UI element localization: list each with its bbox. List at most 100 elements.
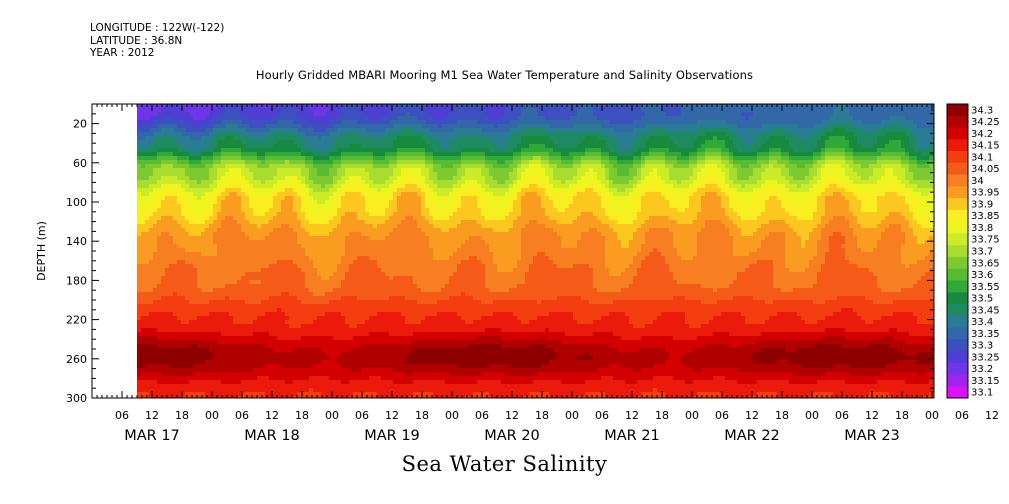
salinity-cell bbox=[353, 144, 358, 149]
salinity-cell bbox=[297, 240, 302, 245]
salinity-cell bbox=[157, 340, 162, 345]
salinity-cell bbox=[185, 328, 190, 333]
salinity-cell bbox=[209, 136, 214, 141]
salinity-cell bbox=[145, 140, 150, 145]
salinity-cell bbox=[217, 136, 222, 141]
salinity-cell bbox=[297, 220, 302, 225]
salinity-cell bbox=[269, 368, 274, 373]
salinity-cell bbox=[317, 268, 322, 273]
salinity-cell bbox=[377, 164, 382, 169]
salinity-cell bbox=[141, 336, 146, 341]
salinity-cell bbox=[229, 244, 234, 249]
salinity-cell bbox=[353, 200, 358, 205]
salinity-cell bbox=[169, 340, 174, 345]
salinity-cell bbox=[169, 312, 174, 317]
salinity-cell bbox=[245, 312, 250, 317]
salinity-cell bbox=[161, 144, 166, 149]
salinity-cell bbox=[193, 208, 198, 213]
salinity-cell bbox=[213, 104, 218, 109]
salinity-cell bbox=[185, 128, 190, 133]
salinity-cell bbox=[273, 104, 278, 109]
salinity-cell bbox=[341, 372, 346, 377]
salinity-cell bbox=[177, 136, 182, 141]
salinity-cell bbox=[221, 304, 226, 309]
salinity-cell bbox=[237, 360, 242, 365]
salinity-cell bbox=[269, 192, 274, 197]
salinity-cell bbox=[329, 204, 334, 209]
salinity-cell bbox=[269, 340, 274, 345]
salinity-cell bbox=[373, 244, 378, 249]
salinity-cell bbox=[245, 376, 250, 381]
salinity-cell bbox=[169, 144, 174, 149]
salinity-cell bbox=[301, 324, 306, 329]
salinity-cell bbox=[285, 376, 290, 381]
salinity-cell bbox=[397, 224, 402, 229]
salinity-cell bbox=[241, 252, 246, 257]
salinity-cell bbox=[369, 228, 374, 233]
salinity-cell bbox=[357, 248, 362, 253]
salinity-cell bbox=[341, 276, 346, 281]
salinity-cell bbox=[329, 312, 334, 317]
salinity-cell bbox=[321, 248, 326, 253]
salinity-cell bbox=[293, 200, 298, 205]
salinity-cell bbox=[221, 188, 226, 193]
salinity-cell bbox=[389, 252, 394, 257]
salinity-cell bbox=[369, 180, 374, 185]
salinity-cell bbox=[369, 344, 374, 349]
salinity-cell bbox=[405, 184, 410, 189]
salinity-cell bbox=[153, 396, 158, 398]
salinity-cell bbox=[281, 240, 286, 245]
salinity-cell bbox=[217, 380, 222, 385]
salinity-cell bbox=[345, 372, 350, 377]
salinity-cell bbox=[229, 188, 234, 193]
salinity-cell bbox=[357, 172, 362, 177]
salinity-cell bbox=[153, 368, 158, 373]
salinity-cell bbox=[381, 388, 386, 393]
salinity-cell bbox=[193, 140, 198, 145]
salinity-cell bbox=[381, 340, 386, 345]
salinity-cell bbox=[405, 148, 410, 153]
salinity-cell bbox=[277, 132, 282, 137]
salinity-cell bbox=[149, 120, 154, 125]
salinity-cell bbox=[389, 316, 394, 321]
salinity-cell bbox=[149, 156, 154, 161]
salinity-cell bbox=[381, 204, 386, 209]
salinity-cell bbox=[209, 244, 214, 249]
salinity-cell bbox=[317, 384, 322, 389]
salinity-cell bbox=[141, 300, 146, 305]
salinity-cell bbox=[341, 180, 346, 185]
salinity-cell bbox=[293, 224, 298, 229]
salinity-cell bbox=[249, 352, 254, 357]
salinity-cell bbox=[325, 116, 330, 121]
salinity-cell bbox=[309, 388, 314, 393]
salinity-cell bbox=[389, 264, 394, 269]
salinity-cell bbox=[269, 304, 274, 309]
salinity-cell bbox=[401, 396, 406, 398]
salinity-cell bbox=[341, 208, 346, 213]
salinity-cell bbox=[165, 192, 170, 197]
salinity-cell bbox=[301, 356, 306, 361]
salinity-cell bbox=[341, 164, 346, 169]
salinity-cell bbox=[401, 116, 406, 121]
salinity-cell bbox=[165, 348, 170, 353]
salinity-cell bbox=[229, 364, 234, 369]
salinity-cell bbox=[265, 196, 270, 201]
salinity-cell bbox=[353, 268, 358, 273]
salinity-cell bbox=[177, 344, 182, 349]
salinity-cell bbox=[365, 268, 370, 273]
salinity-cell bbox=[249, 112, 254, 117]
salinity-cell bbox=[309, 340, 314, 345]
salinity-cell bbox=[173, 164, 178, 169]
salinity-cell bbox=[317, 348, 322, 353]
salinity-cell bbox=[197, 300, 202, 305]
salinity-cell bbox=[377, 360, 382, 365]
salinity-cell bbox=[321, 240, 326, 245]
salinity-cell bbox=[197, 364, 202, 369]
salinity-cell bbox=[185, 224, 190, 229]
salinity-cell bbox=[265, 380, 270, 385]
salinity-cell bbox=[313, 352, 318, 357]
salinity-cell bbox=[341, 252, 346, 257]
salinity-cell bbox=[361, 132, 366, 137]
salinity-cell bbox=[149, 232, 154, 237]
salinity-cell bbox=[169, 300, 174, 305]
